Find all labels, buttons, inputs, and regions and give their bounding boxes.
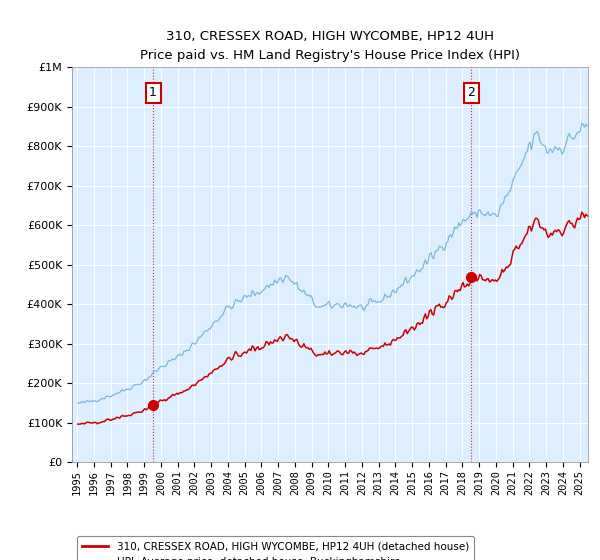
Text: 2: 2 <box>467 86 475 99</box>
Title: 310, CRESSEX ROAD, HIGH WYCOMBE, HP12 4UH
Price paid vs. HM Land Registry's Hous: 310, CRESSEX ROAD, HIGH WYCOMBE, HP12 4U… <box>140 30 520 62</box>
Legend: 310, CRESSEX ROAD, HIGH WYCOMBE, HP12 4UH (detached house), HPI: Average price, : 310, CRESSEX ROAD, HIGH WYCOMBE, HP12 4U… <box>77 536 474 560</box>
Text: 1: 1 <box>149 86 157 99</box>
